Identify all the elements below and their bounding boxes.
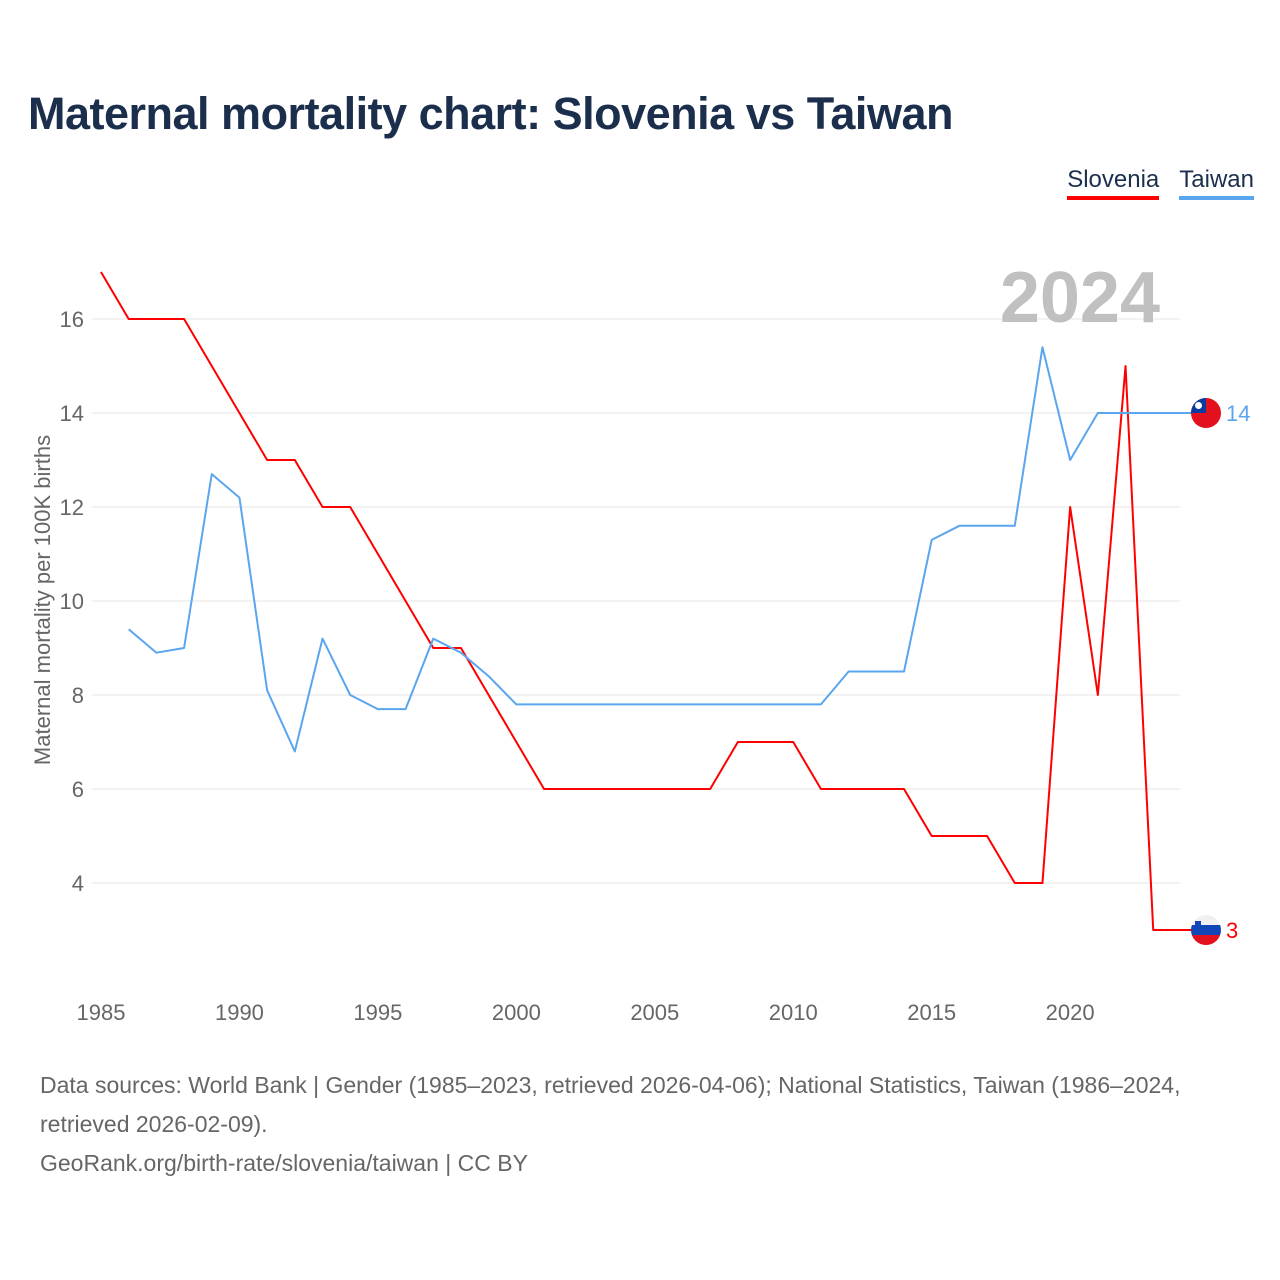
x-tick-label: 2010 — [769, 1000, 818, 1025]
x-tick-label: 1990 — [215, 1000, 264, 1025]
y-tick-label: 10 — [60, 589, 84, 614]
y-tick-label: 4 — [72, 871, 84, 896]
y-tick-label: 8 — [72, 683, 84, 708]
x-tick-label: 2015 — [907, 1000, 956, 1025]
end-value-label-taiwan: 14 — [1226, 401, 1250, 426]
y-tick-label: 16 — [60, 307, 84, 332]
year-label: 2024 — [1000, 258, 1160, 338]
source-link[interactable]: GeoRank.org/birth-rate/slovenia/taiwan |… — [40, 1150, 528, 1176]
y-axis-label: Maternal mortality per 100K births — [30, 435, 55, 765]
series-line-slovenia — [100, 271, 1206, 931]
x-tick-label: 2020 — [1046, 1000, 1095, 1025]
y-tick-label: 12 — [60, 495, 84, 520]
chart-title: Maternal mortality chart: Slovenia vs Ta… — [28, 88, 953, 139]
x-tick-label: 1985 — [77, 1000, 126, 1025]
series-line-taiwan — [128, 346, 1206, 753]
legend-taiwan[interactable]: Taiwan — [1179, 166, 1254, 200]
x-tick-label: 2005 — [630, 1000, 679, 1025]
end-value-label-slovenia: 3 — [1226, 918, 1238, 943]
x-tick-label: 2000 — [492, 1000, 541, 1025]
y-tick-label: 6 — [72, 777, 84, 802]
y-tick-label: 14 — [60, 401, 84, 426]
x-tick-label: 1995 — [353, 1000, 402, 1025]
legend-slovenia[interactable]: Slovenia — [1067, 166, 1160, 200]
legend: Slovenia Taiwan — [1067, 166, 1254, 200]
flag-slovenia-icon — [1191, 915, 1221, 945]
sources: Data sources: World Bank | Gender (1985–… — [40, 1066, 1220, 1183]
source-text: Data sources: World Bank | Gender (1985–… — [40, 1072, 1181, 1137]
flag-taiwan-icon — [1191, 398, 1221, 428]
